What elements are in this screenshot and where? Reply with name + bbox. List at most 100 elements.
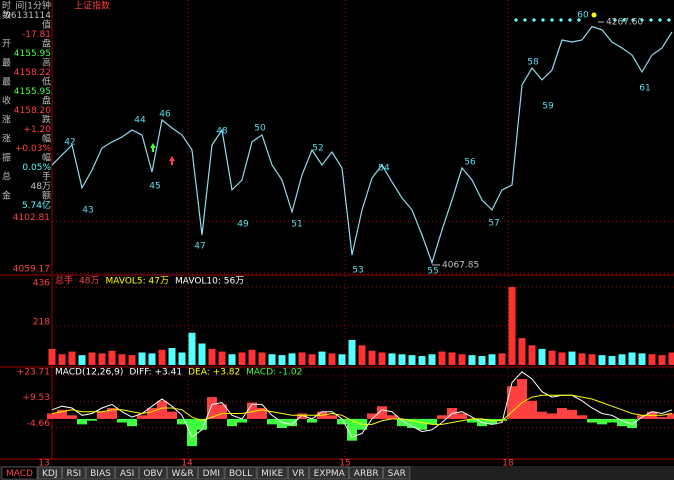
volume-bar <box>188 332 196 365</box>
volume-bar <box>468 355 476 365</box>
legend-entry: MAVOL10: 56万 <box>175 277 244 287</box>
macd-bar <box>157 400 167 419</box>
y-tick-label: 4059.17 <box>13 265 50 275</box>
wave-label: 58 <box>527 58 539 68</box>
chart-title: 上证指数 <box>74 0 110 12</box>
wave-label: 54 <box>378 164 390 174</box>
macd-bar <box>537 411 547 419</box>
volume-bar <box>168 348 176 365</box>
macd-bar <box>67 415 77 419</box>
info-value: 5.74亿 <box>22 199 51 211</box>
indicator-tab[interactable]: BIAS <box>90 469 111 479</box>
price-annotation: 4267.60 <box>606 18 643 28</box>
indicator-tab[interactable]: KDJ <box>42 469 58 479</box>
volume-bar <box>438 351 446 365</box>
indicator-tab[interactable]: MIKE <box>261 469 283 479</box>
price-line <box>51 25 673 265</box>
info-value: 高 <box>42 57 51 69</box>
tab-frame <box>309 466 350 480</box>
info-value: 额 <box>42 190 51 202</box>
volume-bar <box>668 352 674 365</box>
info-value: 0.05% <box>22 163 51 173</box>
info-label: 数 <box>2 9 11 21</box>
indicator-tab[interactable]: BOLL <box>229 469 252 479</box>
macd-bar <box>47 413 57 419</box>
info-value: 值 <box>42 19 51 31</box>
volume-bar <box>338 354 346 365</box>
indicator-tab[interactable]: RSI <box>66 469 81 479</box>
indicator-tab[interactable]: EXPMA <box>314 469 346 479</box>
volume-bar <box>398 354 406 365</box>
volume-bar <box>558 352 566 365</box>
x-tick-label: 18 <box>502 459 514 469</box>
volume-bar <box>228 354 236 365</box>
wave-label: 51 <box>291 220 302 230</box>
info-label: 振 <box>2 152 11 164</box>
volume-bar <box>78 355 86 365</box>
macd-bar <box>77 418 87 425</box>
macd-bar <box>657 417 667 419</box>
info-value: 间|1分钟 <box>15 0 51 12</box>
volume-bar <box>198 343 206 365</box>
info-label: 涨 <box>2 115 11 126</box>
info-label: 涨 <box>2 134 11 145</box>
sell-arrow <box>169 156 175 165</box>
macd-bar <box>247 402 257 419</box>
macd-bar <box>167 411 177 419</box>
indicator-tab[interactable]: DMI <box>203 469 220 479</box>
macd-bar <box>387 415 397 419</box>
macd-bar <box>307 418 317 423</box>
info-value: 幅 <box>42 152 51 164</box>
y-tick-label: +9.53 <box>22 393 50 403</box>
volume-bar <box>278 355 286 365</box>
macd-bar <box>227 418 237 427</box>
wave-label: 48 <box>216 127 228 137</box>
wave-label: 53 <box>352 266 363 276</box>
tab-frame <box>1 466 38 480</box>
tab-frame <box>115 466 139 480</box>
tab-frame <box>37 466 62 480</box>
macd-bar <box>557 408 567 419</box>
wave-label: 55 <box>427 267 438 277</box>
indicator-tab[interactable]: OBV <box>143 469 163 479</box>
wave-label: 50 <box>254 124 266 134</box>
volume-bar <box>98 353 106 365</box>
wave-label: 52 <box>312 144 323 154</box>
volume-bar <box>68 351 76 365</box>
volume-bar <box>268 354 276 365</box>
indicator-tab[interactable]: ASI <box>120 469 135 479</box>
indicator-tab[interactable]: MACD <box>6 469 33 479</box>
indicator-tab[interactable]: SAR <box>388 469 406 479</box>
macd-bar <box>257 408 267 419</box>
volume-bar <box>148 353 156 365</box>
info-label: 最 <box>2 77 11 88</box>
volume-bar <box>608 356 616 365</box>
macd-bar <box>107 408 117 419</box>
volume-bar <box>658 355 666 365</box>
legend-entry: MAVOL5: 47万 <box>105 277 169 287</box>
volume-bar <box>548 350 556 365</box>
macd-bar <box>427 418 437 425</box>
volume-bar <box>448 352 456 365</box>
macd-bar <box>347 418 357 441</box>
indicator-tab[interactable]: VR <box>292 469 304 479</box>
macd-bar <box>617 418 627 427</box>
indicator-tab[interactable]: ARBR <box>354 469 379 479</box>
tab-frame <box>256 466 288 480</box>
wave-label: 47 <box>194 242 205 252</box>
y-tick-label: +23.71 <box>17 367 50 377</box>
volume-bar <box>528 345 536 365</box>
wave-label: 45 <box>149 182 160 192</box>
volume-bar <box>208 348 216 365</box>
volume-bar <box>388 353 396 365</box>
legend-entry: MACD(12,26,9) <box>55 368 123 378</box>
x-tick-label: 15 <box>339 459 350 469</box>
macd-bar <box>327 415 337 419</box>
macd-bar <box>137 415 147 419</box>
macd-bar <box>597 418 607 425</box>
signal-dot <box>591 12 597 18</box>
info-value: 幅 <box>42 133 51 145</box>
macd-bar <box>527 400 537 419</box>
indicator-tab[interactable]: W&R <box>171 469 193 479</box>
